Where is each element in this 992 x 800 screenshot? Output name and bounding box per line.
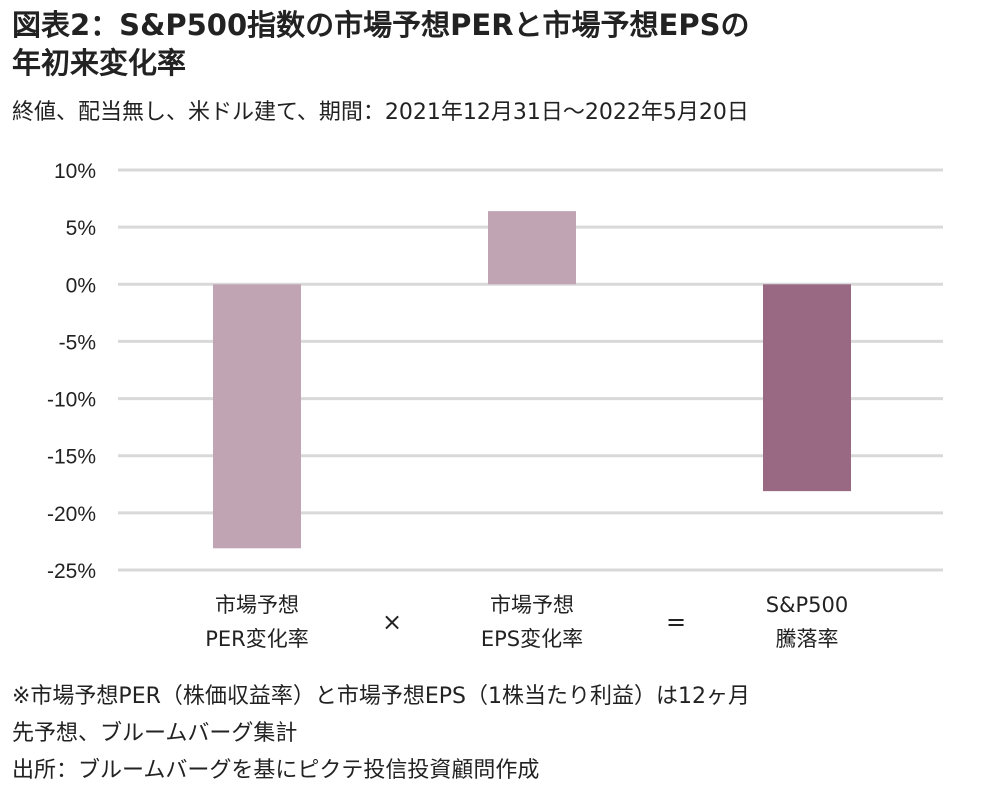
chart-title: 図表2：S&P500指数の市場予想PERと市場予想EPSの 年初来変化率	[12, 6, 982, 82]
y-tick-label: 5%	[66, 217, 96, 240]
equals-operator: =	[666, 608, 687, 636]
y-tick-label: -15%	[47, 446, 96, 469]
y-tick-label: -25%	[47, 560, 96, 583]
category-label-line: PER変化率	[205, 627, 309, 651]
footnote-2: 先予想、ブルームバーグ集計	[12, 721, 298, 746]
category-label-line: EPS変化率	[480, 627, 584, 651]
source-note: 出所：ブルームバーグを基にピクテ投信投資顧問作成	[12, 758, 540, 783]
y-tick-label: 10%	[54, 160, 96, 183]
y-tick-label: 0%	[66, 274, 96, 297]
category-label-eps: 市場予想 EPS変化率	[432, 588, 632, 656]
category-label-sp500: S&P500 騰落率	[707, 588, 907, 656]
category-label-per: 市場予想 PER変化率	[157, 588, 357, 656]
bar	[213, 284, 301, 549]
bar	[488, 211, 576, 285]
y-tick-label: -5%	[59, 331, 96, 354]
title-line-1: 図表2：S&P500指数の市場予想PERと市場予想EPSの	[12, 8, 750, 42]
y-tick-label: -10%	[47, 389, 96, 412]
chart-subtitle: 終値、配当無し、米ドル建て、期間：2021年12月31日～2022年5月20日	[12, 100, 749, 125]
footnote-1: ※市場予想PER（株価収益率）と市場予想EPS（1株当たり利益）は12ヶ月	[12, 684, 751, 709]
bar	[763, 284, 851, 492]
category-label-line: 市場予想	[215, 593, 299, 617]
bar-chart: 10% 5% 0% -5% -10% -15% -20% -25%	[47, 160, 943, 583]
y-tick-label: -20%	[47, 503, 96, 526]
category-label-line: 市場予想	[490, 593, 574, 617]
category-label-line: S&P500	[765, 593, 849, 617]
category-label-line: 騰落率	[775, 627, 839, 651]
footnotes: ※市場予想PER（株価収益率）と市場予想EPS（1株当たり利益）は12ヶ月 先予…	[12, 678, 750, 789]
title-line-2: 年初来変化率	[12, 46, 187, 80]
multiply-operator: ×	[382, 608, 403, 636]
